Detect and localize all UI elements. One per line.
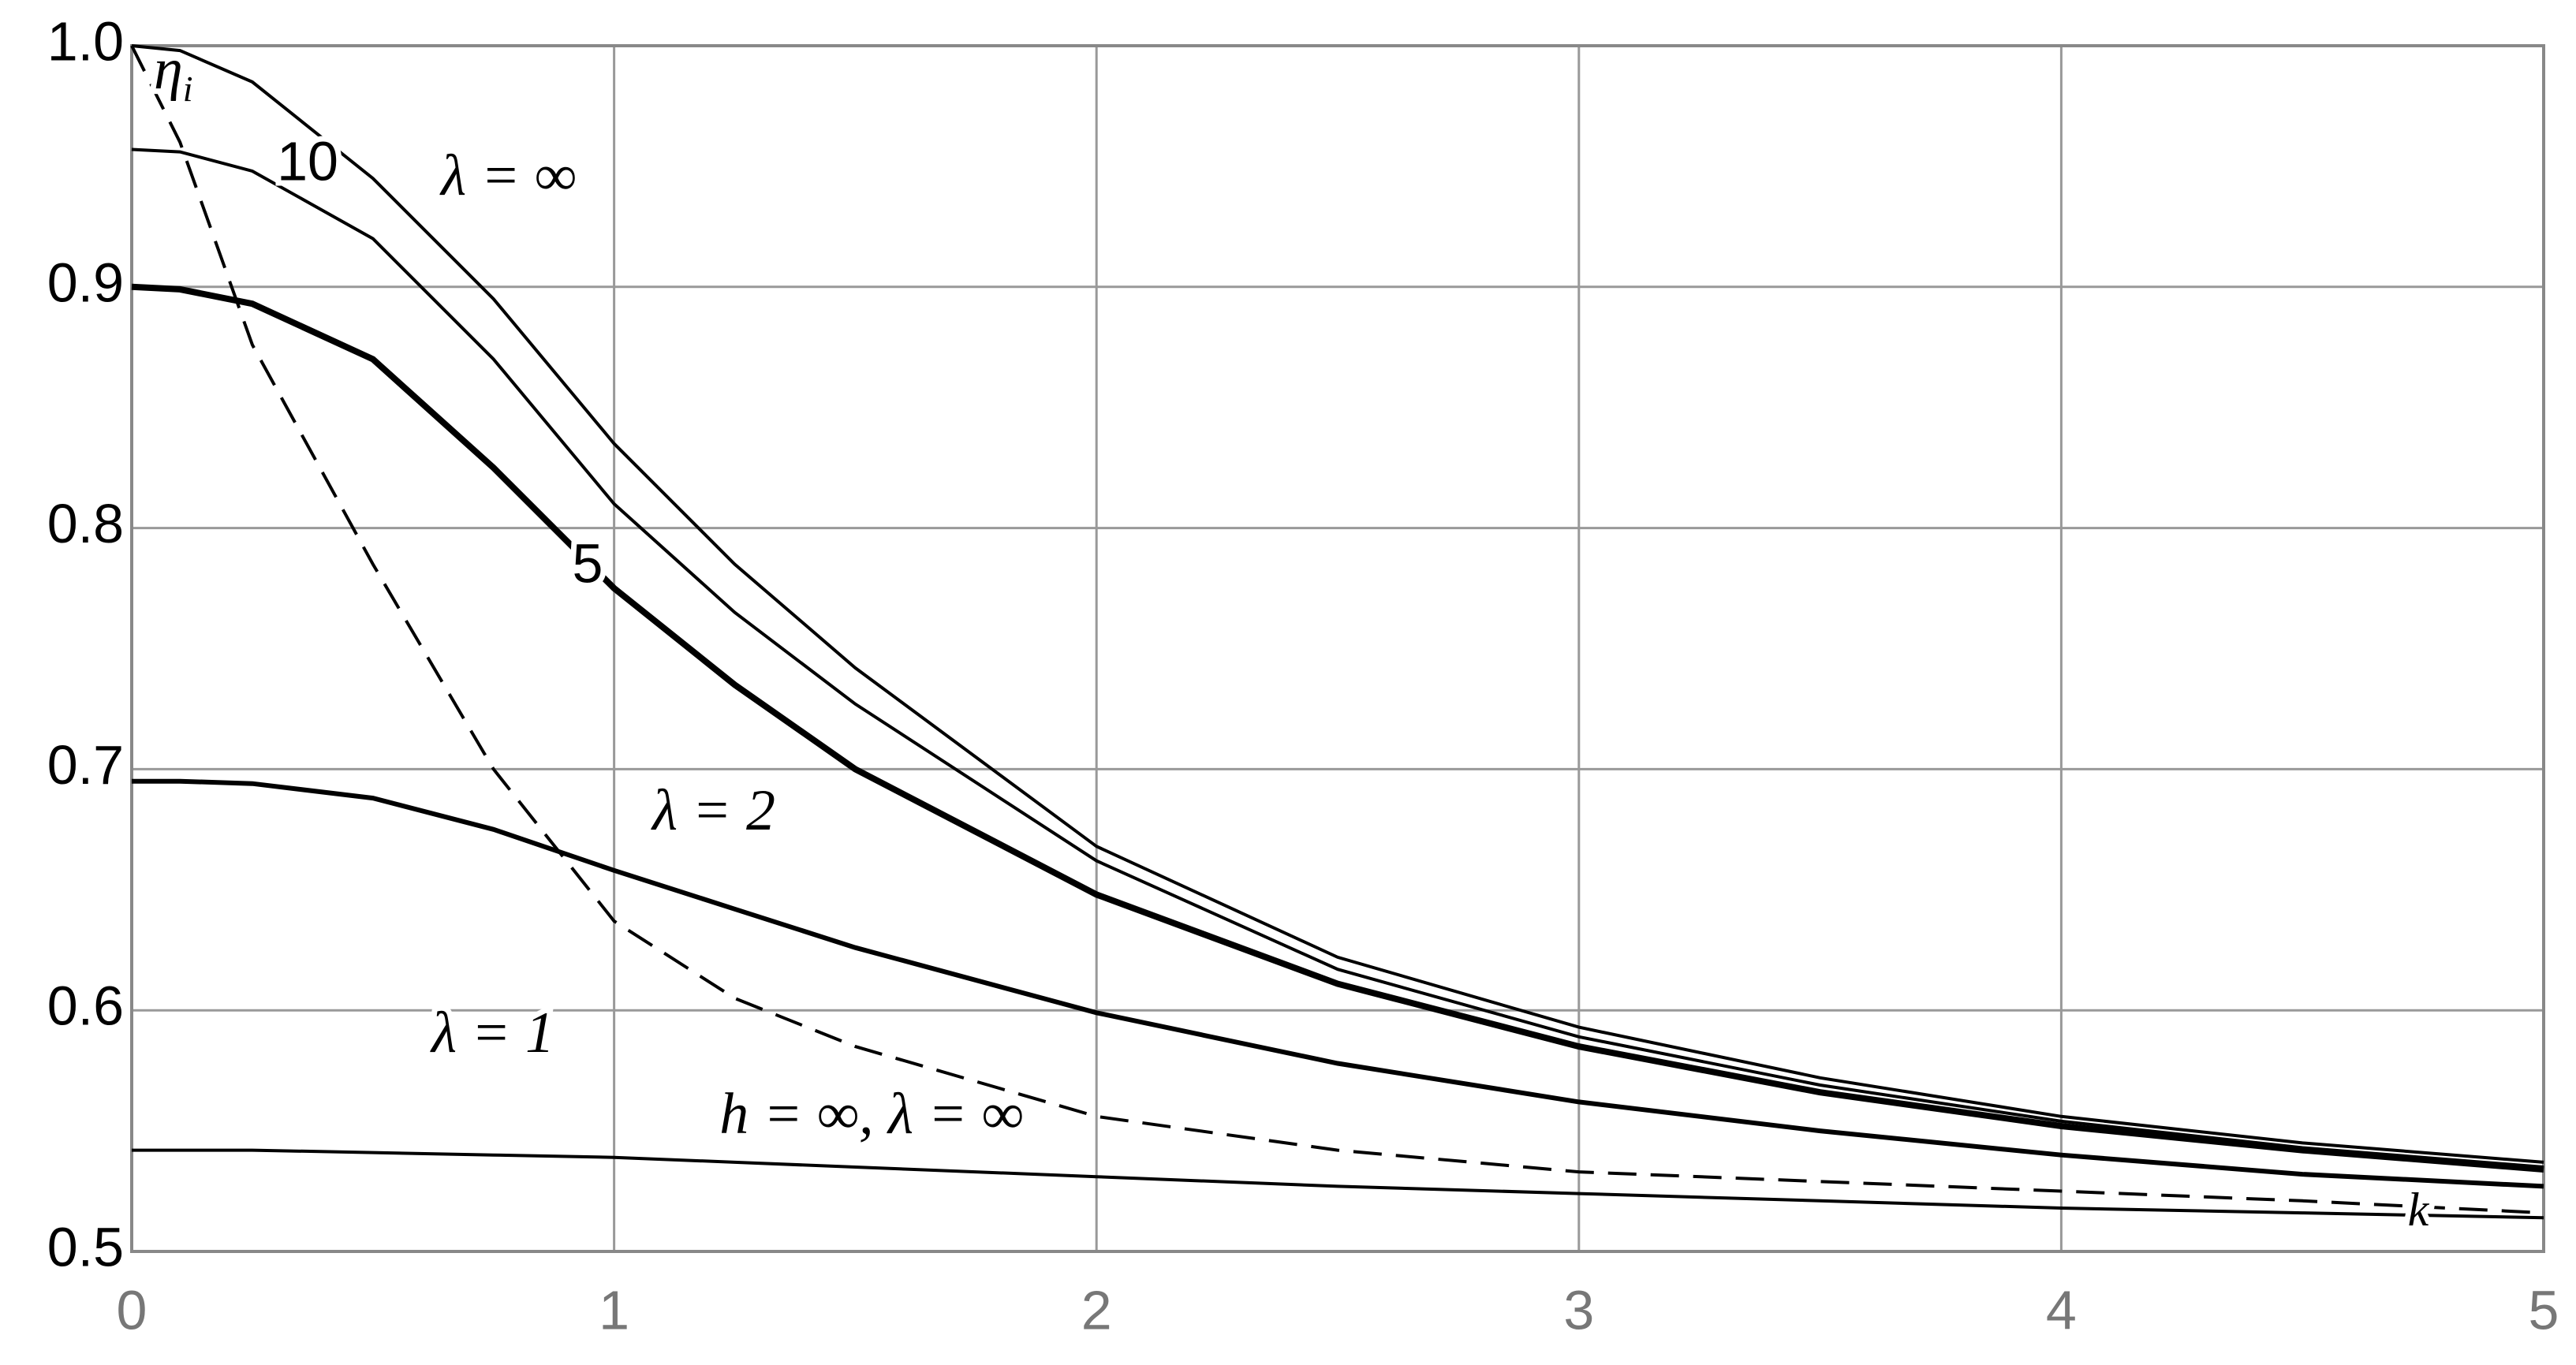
x-tick-label: 0 <box>117 1279 147 1341</box>
y-tick-label: 0.8 <box>47 493 124 554</box>
x-tick-label: 2 <box>1081 1279 1112 1341</box>
y-axis-label: ηi <box>154 37 193 109</box>
curve <box>132 1148 2544 1220</box>
x-tick-label: 3 <box>1563 1279 1594 1341</box>
curve <box>131 44 2544 1164</box>
curve <box>131 147 2544 1169</box>
plot-frame <box>130 44 2545 1253</box>
y-tick-label: 0.5 <box>47 1216 124 1277</box>
curve-label: 10 <box>277 130 338 192</box>
y-tick-label: 1.0 <box>47 10 124 72</box>
y-tick-label: 0.6 <box>47 975 124 1037</box>
y-tick-label: 0.7 <box>47 734 124 796</box>
x-tick-label: 4 <box>2046 1279 2077 1341</box>
curve-label: 5 <box>573 532 603 594</box>
curve-label: λ = 1 <box>430 1001 554 1065</box>
curve-label: λ = ∞ <box>439 144 577 208</box>
curve <box>132 778 2544 1189</box>
x-tick-label: 1 <box>599 1279 629 1341</box>
y-tick-label: 0.9 <box>47 252 124 313</box>
y-axis-label-sub: i <box>183 69 193 109</box>
annotation: k <box>2408 1184 2430 1236</box>
curve-label: λ = 2 <box>651 778 775 843</box>
curve-label: h = ∞, λ = ∞ <box>719 1082 1023 1147</box>
curve <box>131 283 2544 1173</box>
x-tick-label: 5 <box>2529 1279 2559 1341</box>
y-axis-label-main: η <box>154 37 183 102</box>
curve <box>130 45 2544 1215</box>
